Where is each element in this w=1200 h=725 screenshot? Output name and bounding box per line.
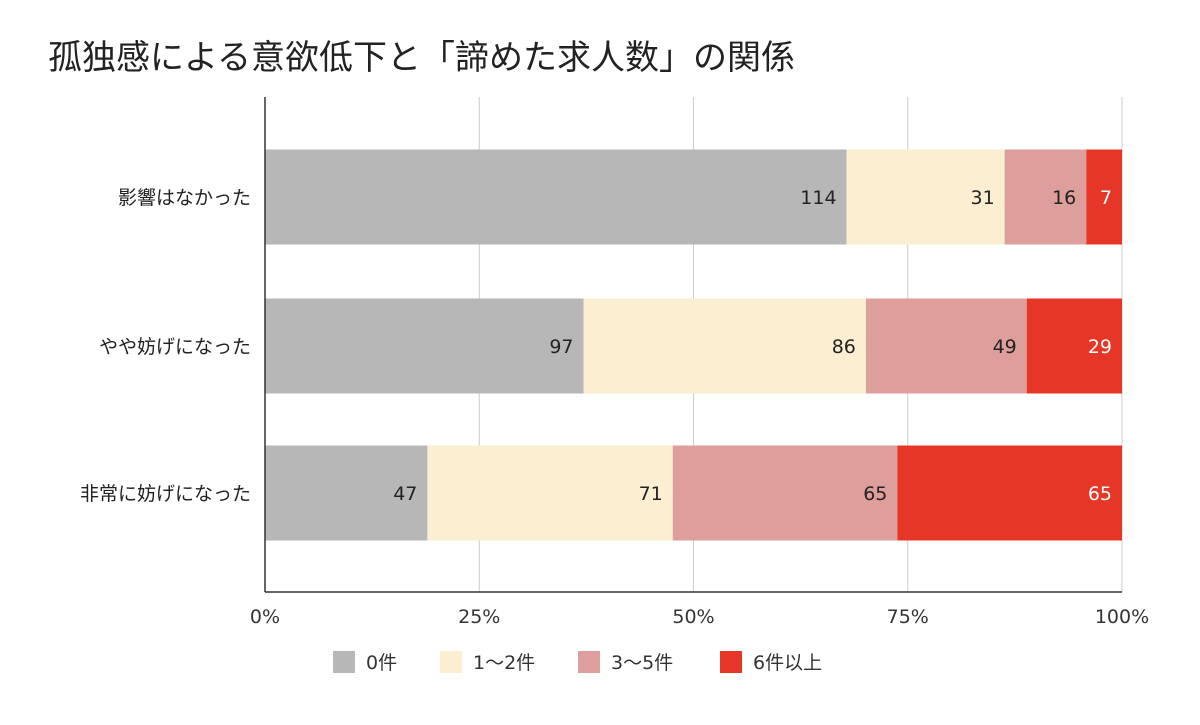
chart-title: 孤独感による意欲低下と「諦めた求人数」の関係 [48, 38, 795, 78]
x-tick-label: 25% [458, 606, 500, 628]
bar-segment [265, 298, 584, 394]
bar-segment [1026, 298, 1122, 394]
data-label: 29 [1088, 336, 1112, 358]
bars-layer: 114 31 16 7 97 86 49 29 47 71 65 65 [265, 149, 1122, 541]
bar-segment [265, 445, 428, 541]
category-label: 非常に妨げになった [80, 483, 251, 505]
data-label: 65 [863, 483, 887, 505]
x-tick-label: 75% [887, 606, 929, 628]
bar-segment [672, 445, 898, 541]
data-label: 49 [993, 336, 1017, 358]
data-label: 114 [800, 187, 836, 209]
legend-swatch [440, 651, 462, 673]
data-label: 86 [832, 336, 856, 358]
legend-label: 6件以上 [753, 652, 822, 674]
legend-swatch [333, 651, 355, 673]
bar-segment [583, 298, 866, 394]
data-label: 97 [549, 336, 573, 358]
legend-label: 3〜5件 [611, 652, 673, 674]
bar-segment [427, 445, 673, 541]
data-label: 16 [1052, 187, 1076, 209]
category-label: やや妨げになった [99, 336, 251, 358]
data-label: 47 [393, 483, 417, 505]
category-label: 影響はなかった [118, 187, 251, 209]
legend-label: 1〜2件 [473, 652, 535, 674]
bar-segment [865, 298, 1027, 394]
data-label: 7 [1100, 187, 1112, 209]
legend-label: 0件 [366, 652, 397, 674]
legend-layer: 0件 1〜2件 3〜5件 6件以上 [333, 651, 822, 674]
data-label: 31 [970, 187, 994, 209]
bar-segment [1004, 149, 1087, 245]
legend-swatch [720, 651, 742, 673]
bar-segment [1086, 149, 1122, 245]
bar-segment [265, 149, 847, 245]
x-tick-label: 100% [1095, 606, 1149, 628]
data-label: 65 [1088, 483, 1112, 505]
bar-segment [897, 445, 1122, 541]
data-label: 71 [639, 483, 663, 505]
x-tick-label: 50% [672, 606, 714, 628]
legend-swatch [578, 651, 600, 673]
x-tick-label: 0% [250, 606, 280, 628]
bar-segment [846, 149, 1005, 245]
